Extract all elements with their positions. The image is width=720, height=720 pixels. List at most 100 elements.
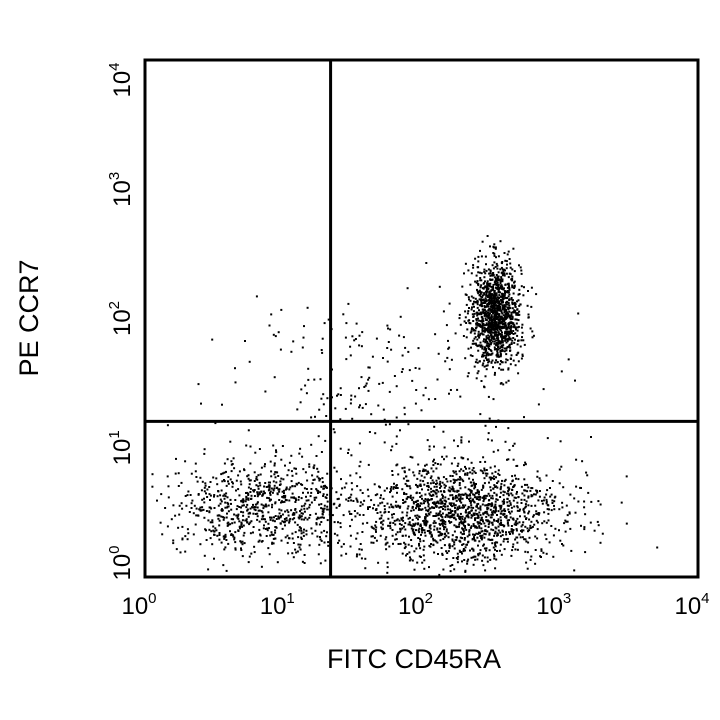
data-point bbox=[321, 481, 324, 484]
data-point bbox=[240, 541, 243, 544]
data-point bbox=[484, 460, 487, 463]
data-point bbox=[460, 456, 463, 459]
data-point bbox=[316, 535, 319, 538]
data-point bbox=[483, 556, 486, 559]
data-point bbox=[271, 491, 274, 494]
data-point bbox=[477, 260, 480, 263]
data-point bbox=[415, 491, 418, 494]
data-point bbox=[443, 526, 445, 528]
data-point bbox=[382, 408, 385, 411]
data-point bbox=[242, 534, 245, 537]
data-point bbox=[425, 513, 427, 516]
data-point bbox=[278, 499, 281, 501]
data-point bbox=[248, 555, 251, 558]
data-point bbox=[472, 320, 475, 322]
data-point bbox=[359, 489, 362, 492]
data-point bbox=[224, 501, 227, 504]
data-point bbox=[518, 313, 521, 316]
data-point bbox=[421, 497, 423, 500]
data-point bbox=[527, 313, 530, 316]
data-point bbox=[428, 507, 431, 510]
data-point bbox=[293, 467, 296, 470]
data-point bbox=[425, 473, 428, 476]
data-point bbox=[187, 532, 190, 535]
data-point bbox=[501, 361, 504, 364]
data-point bbox=[486, 364, 489, 367]
data-point bbox=[477, 498, 480, 501]
data-point bbox=[476, 306, 479, 309]
data-point bbox=[485, 494, 488, 497]
data-point bbox=[524, 483, 526, 486]
data-point bbox=[516, 548, 519, 551]
data-point bbox=[253, 495, 256, 497]
data-point bbox=[488, 476, 491, 479]
data-point bbox=[455, 499, 458, 502]
data-point bbox=[299, 543, 302, 546]
data-point bbox=[175, 548, 178, 551]
data-point bbox=[286, 474, 289, 477]
data-point bbox=[436, 463, 439, 465]
data-point bbox=[484, 297, 487, 300]
data-point bbox=[476, 521, 479, 524]
data-point bbox=[496, 281, 499, 284]
data-point bbox=[450, 502, 453, 505]
data-point bbox=[513, 311, 516, 314]
data-point bbox=[497, 331, 500, 334]
data-point bbox=[294, 548, 297, 551]
data-point bbox=[359, 460, 362, 463]
data-point bbox=[397, 473, 400, 476]
data-point bbox=[429, 482, 432, 485]
data-point bbox=[267, 481, 270, 484]
data-point bbox=[496, 350, 499, 352]
data-point bbox=[280, 477, 283, 480]
data-point bbox=[468, 319, 471, 322]
data-point bbox=[449, 480, 452, 483]
data-point bbox=[493, 313, 496, 316]
data-point bbox=[492, 287, 495, 289]
data-point bbox=[491, 542, 494, 545]
data-point bbox=[488, 318, 491, 321]
data-point bbox=[441, 493, 444, 496]
data-point bbox=[498, 314, 501, 317]
data-point bbox=[364, 384, 367, 387]
data-point bbox=[500, 341, 503, 344]
data-point bbox=[505, 312, 508, 315]
data-point bbox=[492, 283, 495, 286]
data-point bbox=[256, 512, 259, 515]
data-point bbox=[272, 489, 275, 492]
data-point bbox=[479, 286, 482, 289]
data-point bbox=[323, 507, 326, 510]
data-point bbox=[503, 501, 506, 503]
data-point bbox=[416, 523, 419, 526]
data-point bbox=[483, 329, 486, 332]
data-point bbox=[477, 496, 480, 499]
data-point bbox=[487, 316, 490, 319]
data-point bbox=[494, 470, 497, 473]
data-point bbox=[421, 529, 424, 531]
data-point bbox=[504, 510, 507, 512]
data-point bbox=[437, 490, 440, 493]
data-point bbox=[548, 508, 550, 511]
data-point bbox=[547, 512, 550, 515]
data-point bbox=[291, 492, 294, 495]
data-point bbox=[418, 527, 421, 530]
data-point bbox=[443, 458, 445, 461]
data-point bbox=[460, 468, 463, 471]
data-point bbox=[500, 510, 503, 513]
data-point bbox=[499, 240, 502, 243]
data-point bbox=[535, 510, 538, 513]
data-point bbox=[501, 268, 504, 271]
data-point bbox=[435, 483, 437, 485]
data-point bbox=[402, 516, 404, 519]
data-point bbox=[416, 561, 419, 564]
data-point bbox=[429, 527, 432, 530]
data-point bbox=[170, 518, 173, 521]
data-point bbox=[468, 440, 470, 443]
data-point bbox=[423, 483, 426, 486]
data-point bbox=[247, 497, 250, 500]
data-point bbox=[345, 552, 348, 555]
data-point bbox=[287, 552, 290, 555]
data-point bbox=[212, 525, 215, 528]
data-point bbox=[401, 488, 404, 491]
data-point bbox=[509, 482, 512, 485]
